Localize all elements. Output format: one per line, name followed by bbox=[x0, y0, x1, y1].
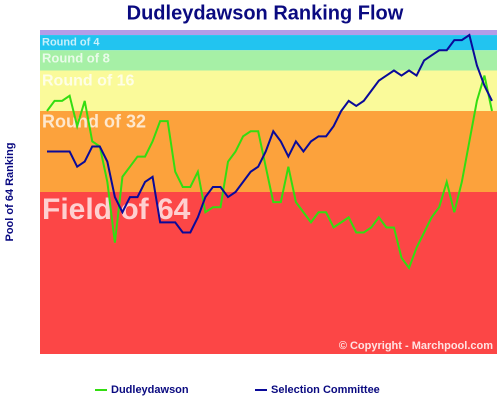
y-axis-label: Pool of 64 Ranking bbox=[4, 142, 16, 241]
band bbox=[40, 192, 497, 354]
band bbox=[40, 35, 497, 51]
legend-label: Selection Committee bbox=[271, 384, 380, 396]
copyright: © Copyright - Marchpool.com bbox=[339, 340, 493, 352]
band bbox=[40, 30, 497, 36]
band bbox=[40, 50, 497, 71]
band-label: Round of 8 bbox=[42, 50, 110, 65]
series-line bbox=[46, 75, 493, 271]
legend-label: Dudleydawson bbox=[111, 384, 189, 396]
band-label: Round of 4 bbox=[42, 37, 100, 49]
band-label: Round of 16 bbox=[42, 72, 135, 89]
series-line bbox=[47, 33, 493, 234]
band bbox=[40, 70, 497, 111]
band-label: Round of 32 bbox=[42, 112, 146, 132]
chart-title: Dudleydawson Ranking Flow bbox=[127, 2, 404, 24]
